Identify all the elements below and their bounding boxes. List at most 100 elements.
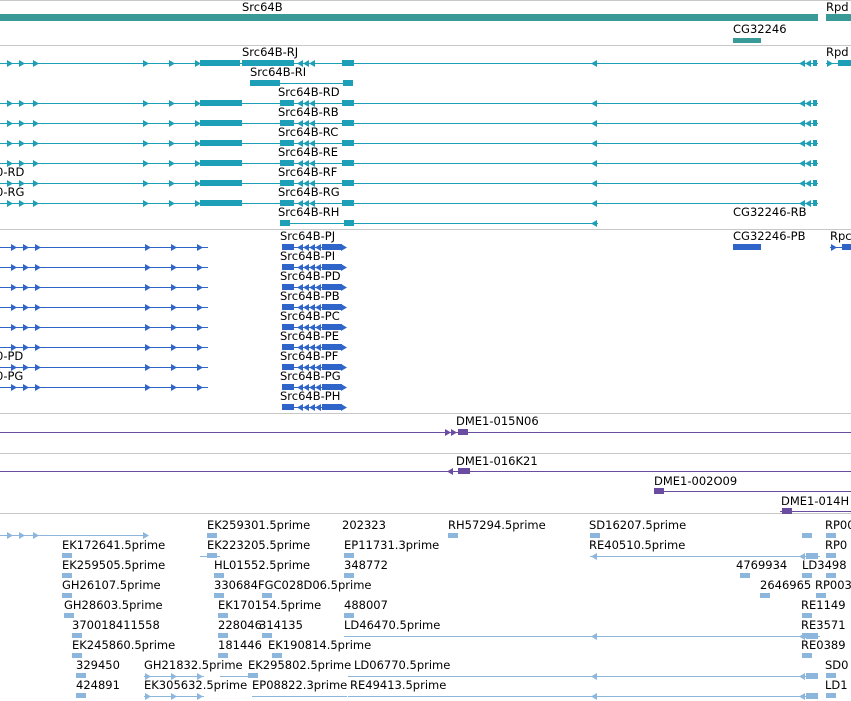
exon-block[interactable] [813, 60, 817, 66]
exon-block[interactable] [342, 60, 354, 66]
exon-block[interactable] [343, 80, 353, 86]
est-label[interactable]: 488007 [344, 598, 388, 612]
transcript-label[interactable]: Src64B-RE [278, 145, 339, 159]
exon-block[interactable] [200, 100, 242, 106]
exon-block[interactable] [458, 468, 470, 474]
exon-block[interactable] [826, 553, 836, 558]
transcript-row[interactable] [0, 103, 818, 104]
est-label[interactable]: LD3498 [802, 558, 847, 572]
exon-block[interactable] [72, 633, 82, 638]
est-label[interactable]: 330684 [214, 578, 258, 592]
est-label[interactable]: RE0389 [801, 638, 846, 652]
exon-block[interactable] [218, 653, 228, 658]
clone-row[interactable] [780, 511, 851, 512]
est-label[interactable]: 181446 [218, 638, 262, 652]
protein-row[interactable] [0, 347, 208, 348]
exon-block[interactable] [322, 364, 342, 370]
exon-block[interactable] [842, 244, 851, 250]
exon-block[interactable] [280, 180, 294, 186]
exon-block[interactable] [760, 593, 770, 598]
est-label[interactable]: 424891 [76, 678, 120, 692]
transcript-label[interactable]: 0-RG [0, 185, 25, 199]
exon-block[interactable] [322, 344, 342, 350]
est-feature[interactable] [590, 556, 820, 557]
exon-block[interactable] [280, 100, 294, 106]
exon-block[interactable] [207, 533, 217, 538]
exon-block[interactable] [200, 160, 242, 166]
exon-block[interactable] [342, 100, 354, 106]
exon-block[interactable] [322, 264, 342, 270]
clone-row[interactable] [0, 432, 851, 433]
est-label[interactable]: EP11731.3prime [344, 538, 440, 552]
clone-label[interactable]: DME1-014H [781, 494, 850, 508]
exon-block[interactable] [280, 200, 294, 206]
est-label[interactable]: EK245860.5prime [72, 638, 176, 652]
exon-block[interactable] [248, 673, 258, 678]
protein-label[interactable]: Src64B-PE [280, 329, 339, 343]
est-label[interactable]: 370018411558 [72, 618, 160, 632]
exon-block[interactable] [322, 244, 342, 250]
transcript-label[interactable]: 0-RD [0, 165, 25, 179]
exon-block[interactable] [200, 60, 240, 66]
exon-block[interactable] [62, 573, 72, 578]
protein-label[interactable]: 0-PG [0, 369, 24, 383]
exon-block[interactable] [802, 613, 812, 618]
est-label[interactable]: EK172641.5prime [62, 538, 166, 552]
protein-label[interactable]: Src64B-PB [280, 289, 340, 303]
exon-block[interactable] [218, 633, 228, 638]
est-label[interactable]: EK170154.5prime [218, 598, 322, 612]
protein-row[interactable] [0, 327, 208, 328]
exon-block[interactable] [280, 120, 294, 126]
est-label[interactable]: RE40510.5prime [589, 538, 686, 552]
est-label[interactable]: 2646965 [760, 578, 812, 592]
est-label[interactable]: EK295802.5prime [248, 658, 352, 672]
exon-block[interactable] [200, 200, 242, 206]
exon-block[interactable] [806, 553, 818, 559]
exon-block[interactable] [826, 573, 836, 578]
protein-label[interactable]: Src64B-PF [280, 349, 339, 363]
clone-label[interactable]: DME1-002O09 [654, 474, 738, 488]
est-label[interactable]: FGC028D06.5prime [258, 578, 372, 592]
transcript-row[interactable] [0, 63, 818, 64]
exon-block[interactable] [654, 488, 664, 494]
gene-label[interactable]: CG32246 [733, 22, 787, 36]
exon-block[interactable] [813, 160, 817, 166]
exon-block[interactable] [733, 244, 761, 250]
exon-block[interactable] [62, 553, 72, 558]
est-label[interactable]: RP0 [825, 538, 848, 552]
est-feature[interactable] [348, 676, 818, 677]
exon-block[interactable] [76, 673, 86, 678]
clone-row[interactable] [0, 471, 851, 472]
exon-block[interactable] [458, 429, 468, 435]
exon-block[interactable] [806, 633, 818, 639]
exon-block[interactable] [813, 180, 817, 186]
protein-row[interactable] [830, 247, 851, 248]
protein-label[interactable]: CG32246-PB [733, 229, 806, 243]
exon-block[interactable] [272, 653, 282, 658]
exon-block[interactable] [342, 180, 354, 186]
transcript-label[interactable]: Src64B-RC [278, 125, 339, 139]
est-label[interactable]: 228046 [218, 618, 262, 632]
protein-label[interactable]: Src64B-PJ [280, 229, 336, 243]
exon-block[interactable] [344, 573, 354, 578]
est-feature[interactable] [252, 696, 347, 697]
exon-block[interactable] [322, 324, 342, 330]
exon-block[interactable] [344, 613, 354, 618]
exon-block[interactable] [344, 220, 354, 226]
clone-row[interactable] [654, 491, 851, 492]
est-label[interactable]: 314135 [259, 618, 303, 632]
est-label[interactable]: RE1149 [801, 598, 846, 612]
protein-label[interactable]: Src64B-PG [280, 369, 341, 383]
transcript-label[interactable]: Src64B-RI [250, 65, 307, 79]
exon-block[interactable] [280, 220, 290, 226]
protein-row[interactable] [0, 387, 208, 388]
protein-label[interactable]: Src64B-PC [280, 309, 340, 323]
est-label[interactable]: RP003 [815, 578, 851, 592]
protein-label[interactable]: Rpc [830, 229, 851, 243]
exon-block[interactable] [838, 60, 851, 66]
est-label[interactable]: LD1 [825, 678, 848, 692]
protein-label[interactable]: 0-PD [0, 349, 24, 363]
est-feature[interactable] [344, 636, 820, 637]
est-label[interactable]: 329450 [76, 658, 120, 672]
transcript-row[interactable] [250, 83, 350, 84]
